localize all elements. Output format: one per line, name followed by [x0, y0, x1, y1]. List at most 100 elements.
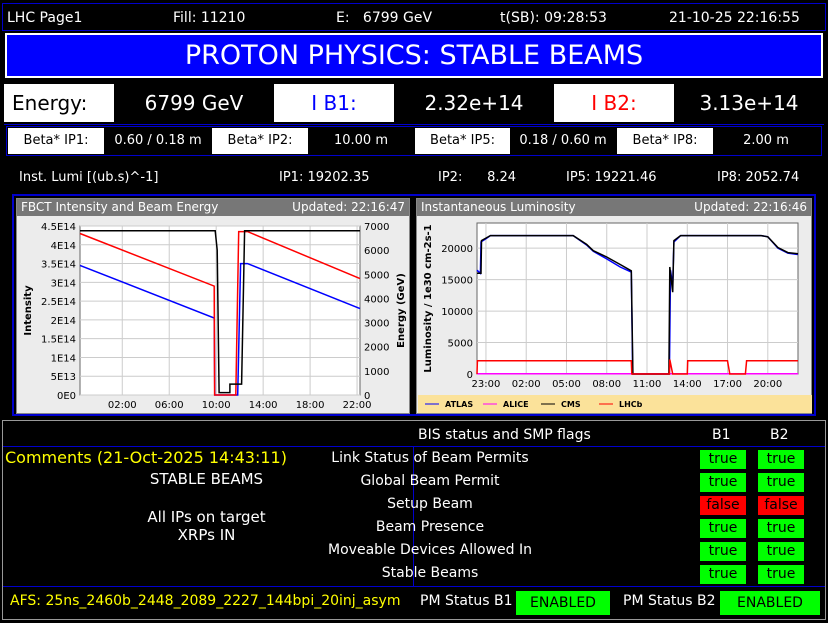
y-tick-label: 0 [467, 370, 473, 381]
bis-flag-label: Global Beam Permit [360, 473, 500, 489]
b1-flag-status: true [700, 542, 746, 561]
y2-tick-label: 5000 [364, 270, 389, 281]
beta-ip8-label: Beta* IP8: [617, 128, 713, 154]
y-tick-label: 4E14 [51, 241, 76, 252]
charts-frame [12, 194, 816, 416]
beta-box [6, 126, 822, 156]
y-tick-label: 0E0 [57, 391, 76, 402]
beta-ip2-value: 10.00 m [333, 133, 388, 148]
y-tick-label: 20000 [441, 244, 473, 255]
bottom-frame [2, 420, 826, 620]
y-tick-label: 1.5E14 [41, 335, 76, 346]
b1-flag-status: true [700, 473, 746, 492]
bis-flag-label: Beam Presence [375, 519, 485, 535]
y-tick-label: 3.5E14 [41, 260, 76, 271]
y-tick-label: 10000 [441, 307, 473, 318]
ib2-label: I B2: [554, 84, 674, 122]
inst-lumi-label: Inst. Lumi [(ub.s)^-1] [19, 170, 159, 185]
y-tick-label: 3E14 [51, 278, 76, 289]
y2-tick-label: 0 [364, 391, 370, 402]
y-tick-label: 15000 [441, 276, 473, 287]
chart-title: Instantaneous Luminosity [421, 200, 576, 214]
x-tick-label: 11:00 [633, 379, 662, 390]
b1-flag-status: false [700, 496, 746, 515]
datetime: 21-10-25 22:16:55 [669, 10, 800, 26]
b2-flag-status: true [758, 542, 804, 561]
y2-tick-label: 2000 [364, 343, 389, 354]
lumi-ip1: IP1: 19202.35 [279, 170, 370, 185]
chart-updated: Updated: 22:16:46 [694, 200, 807, 214]
page-name: LHC Page1 [7, 10, 83, 26]
header-energy: E: 6799 GeV [336, 10, 433, 26]
y-tick-label: 1E14 [51, 353, 76, 364]
divider [3, 446, 825, 447]
beta-ip8-value: 2.00 m [743, 133, 789, 148]
legend-label: CMS [561, 400, 581, 409]
x-tick-label: 05:00 [552, 379, 581, 390]
series-line-lhcb [476, 359, 798, 375]
bis-flag-label: Moveable Devices Allowed In [328, 542, 532, 558]
pm-b1-label: PM Status B1 [420, 593, 513, 609]
x-tick-label: 14:00 [673, 379, 702, 390]
x-tick-label: 06:00 [155, 400, 184, 411]
divider [413, 446, 414, 586]
bis-flag-label: Link Status of Beam Permits [331, 450, 529, 466]
beam-mode-banner: PROTON PHYSICS: STABLE BEAMS [5, 33, 823, 78]
b1-flag-status: true [700, 450, 746, 469]
x-tick-label: 08:00 [592, 379, 621, 390]
beta-ip2-label: Beta* IP2: [212, 128, 308, 154]
series-line-2 [80, 230, 360, 394]
legend-label: ALICE [503, 400, 529, 409]
x-tick-label: 18:00 [296, 400, 325, 411]
y2-tick-label: 1000 [364, 367, 389, 378]
b2-flag-status: false [758, 496, 804, 515]
y-tick-label: 2E14 [51, 316, 76, 327]
b1-flag-status: true [700, 519, 746, 538]
beta-ip5-value: 0.18 / 0.60 m [519, 133, 607, 148]
luminosity-chart: 23:00 02:00 05:00 08:00 11:00 14:00 17:00 20:00… [418, 222, 812, 413]
legend-label: LHCb [619, 400, 643, 409]
y2-tick-label: 4000 [364, 294, 389, 305]
b2-flag-status: true [758, 565, 804, 584]
y-axis-label: Luminosity / 1e30 cm-2s-1 [423, 224, 434, 372]
b1-flag-status: true [700, 565, 746, 584]
comment-line: XRPs IN [177, 526, 236, 544]
intensity-chart: 02:00 06:00 10:00 14:00 18:00 22:00 0E0 5E13 1E1… [23, 222, 407, 411]
pm-b2-label: PM Status B2 [623, 593, 716, 609]
ib2-value: 3.13e+14 [699, 91, 799, 115]
plot-area [476, 222, 799, 375]
series-line-cms [477, 234, 799, 375]
lumi-ip8: IP8: 2052.74 [717, 170, 800, 185]
x-tick-label: 22:00 [343, 400, 372, 411]
x-tick-label: 23:00 [472, 379, 501, 390]
b2-column-header: B2 [770, 427, 789, 443]
b1-column-header: B1 [712, 427, 731, 443]
time-stable-beams: t(SB): 09:28:53 [500, 10, 607, 26]
b2-flag-status: true [758, 519, 804, 538]
bis-flag-label: Stable Beams [381, 565, 479, 581]
y-tick-label: 5000 [448, 339, 473, 350]
comments-title: Comments (21-Oct-2025 14:43:11) [5, 448, 287, 467]
beta-ip1-value: 0.60 / 0.18 m [114, 133, 202, 148]
y-tick-label: 2.5E14 [41, 297, 76, 308]
chart-updated: Updated: 22:16:47 [292, 200, 405, 214]
comment-line: All IPs on target [147, 508, 266, 526]
chart-title: FBCT Intensity and Beam Energy [21, 200, 219, 214]
fill-number: Fill: 11210 [173, 10, 246, 26]
luminosity-chart-panel: Instantaneous Luminosity Updated: 22:16:4… [416, 198, 812, 414]
divider [3, 586, 825, 587]
luminosity-chart-title-bar: Instantaneous Luminosity Updated: 22:16:4… [417, 199, 811, 216]
energy-label: Energy: [4, 84, 114, 122]
x-tick-label: 02:00 [108, 400, 137, 411]
x-tick-label: 17:00 [713, 379, 742, 390]
lumi-ip5: IP5: 19221.46 [566, 170, 657, 185]
legend [418, 395, 812, 413]
intensity-chart-title-bar: FBCT Intensity and Beam Energy Updated: 2… [17, 199, 409, 216]
y2-tick-label: 6000 [364, 246, 389, 257]
header-bar: LHC Page1 Fill: 11210 E: 6799 GeV t(SB):… [2, 3, 826, 31]
b2-flag-status: true [758, 473, 804, 492]
x-tick-label: 20:00 [753, 379, 782, 390]
y2-tick-label: 7000 [364, 222, 389, 233]
x-tick-label: 14:00 [249, 400, 278, 411]
x-tick-label: 10:00 [202, 400, 231, 411]
